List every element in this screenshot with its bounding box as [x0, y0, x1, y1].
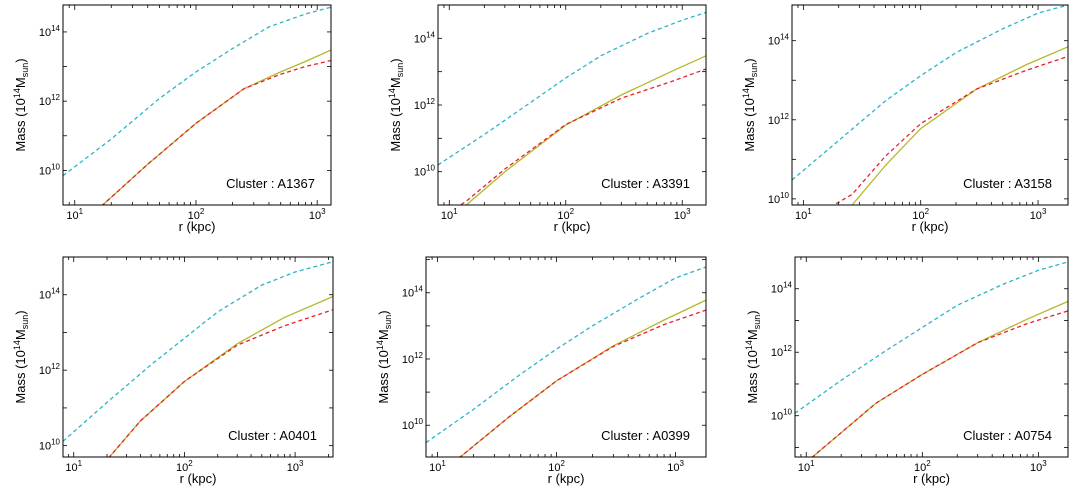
x-tick-label: 101 [795, 207, 812, 222]
plot-frame [63, 257, 333, 457]
y-axis-label: Mass (1014Msun) [741, 58, 759, 151]
cluster-annotation: Cluster : A3158 [963, 176, 1052, 191]
y-tick-label: 1010 [39, 438, 61, 453]
series-line [63, 50, 331, 223]
x-axis-label: r (kpc) [179, 219, 216, 234]
cluster-annotation: Cluster : A3391 [601, 176, 690, 191]
y-tick-label: 1014 [414, 30, 436, 45]
cluster-annotation: Cluster : A0399 [601, 428, 690, 443]
series-line [63, 61, 331, 224]
y-tick-label: 1012 [39, 93, 61, 108]
plot-frame [795, 257, 1068, 457]
y-tick-label: 1014 [39, 24, 61, 39]
plot-frame [63, 5, 331, 205]
y-tick-label: 1010 [402, 417, 424, 432]
x-tick-label: 101 [65, 459, 82, 474]
series-line [438, 12, 706, 165]
x-axis-label: r (kpc) [554, 219, 591, 234]
x-tick-label: 101 [441, 207, 458, 222]
y-tick-label: 1010 [768, 191, 790, 206]
y-tick-label: 1014 [402, 285, 424, 300]
plot-frame [792, 5, 1068, 205]
x-axis-label: r (kpc) [913, 471, 950, 486]
y-tick-label: 1012 [771, 344, 793, 359]
cluster-annotation: Cluster : A1367 [226, 176, 315, 191]
series-line [792, 5, 1068, 180]
plot-frame [426, 257, 706, 457]
y-axis-label: Mass (1014Msun) [12, 310, 30, 403]
x-tick-label: 103 [287, 459, 304, 474]
x-axis-label: r (kpc) [548, 471, 585, 486]
series-line [801, 311, 1068, 467]
y-tick-label: 1014 [771, 281, 793, 296]
y-tick-label: 1010 [771, 408, 793, 423]
x-tick-label: 103 [1030, 459, 1047, 474]
y-axis-label: Mass (1014Msun) [375, 310, 393, 403]
series-line [63, 262, 333, 442]
y-axis-label: Mass (1014Msun) [12, 58, 30, 151]
x-tick-label: 101 [429, 459, 446, 474]
y-tick-label: 1014 [768, 33, 790, 48]
y-tick-label: 1010 [39, 162, 61, 177]
y-tick-label: 1012 [39, 362, 61, 377]
series-line [63, 7, 331, 176]
cluster-annotation: Cluster : A0401 [228, 428, 317, 443]
y-tick-label: 1014 [39, 287, 61, 302]
y-tick-label: 1012 [402, 351, 424, 366]
x-axis-label: r (kpc) [912, 219, 949, 234]
y-axis-label: Mass (1014Msun) [387, 58, 405, 151]
x-tick-label: 103 [1030, 207, 1047, 222]
x-axis-label: r (kpc) [180, 471, 217, 486]
x-tick-label: 103 [667, 459, 684, 474]
y-tick-label: 1010 [414, 164, 436, 179]
x-tick-label: 101 [66, 207, 83, 222]
series-line [795, 262, 1068, 413]
y-tick-label: 1012 [768, 112, 790, 127]
x-tick-label: 101 [798, 459, 815, 474]
y-tick-label: 1012 [414, 97, 436, 112]
series-line [426, 267, 706, 443]
series-line [449, 56, 706, 219]
x-tick-label: 103 [309, 207, 326, 222]
x-tick-label: 103 [674, 207, 691, 222]
plot-frame [438, 5, 706, 205]
cluster-annotation: Cluster : A0754 [963, 428, 1052, 443]
y-axis-label: Mass (1014Msun) [744, 310, 762, 403]
